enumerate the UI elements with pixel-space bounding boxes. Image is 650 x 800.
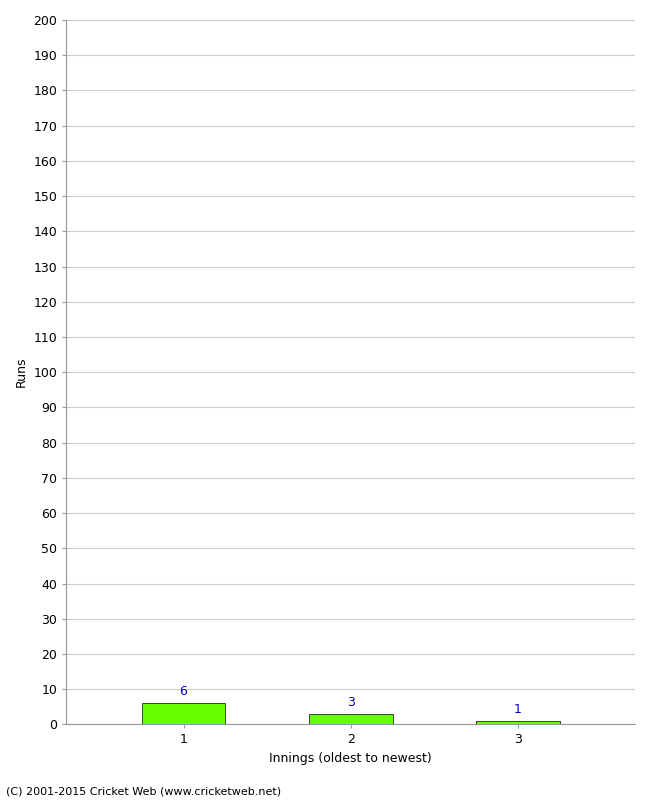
Bar	[476, 721, 560, 725]
Text: 3: 3	[347, 695, 355, 709]
Y-axis label: Runs: Runs	[15, 357, 28, 387]
Bar	[142, 703, 226, 725]
Text: 6: 6	[179, 685, 187, 698]
X-axis label: Innings (oldest to newest): Innings (oldest to newest)	[269, 752, 432, 765]
Text: 1: 1	[514, 702, 522, 716]
Bar	[309, 714, 393, 725]
Text: (C) 2001-2015 Cricket Web (www.cricketweb.net): (C) 2001-2015 Cricket Web (www.cricketwe…	[6, 786, 281, 796]
